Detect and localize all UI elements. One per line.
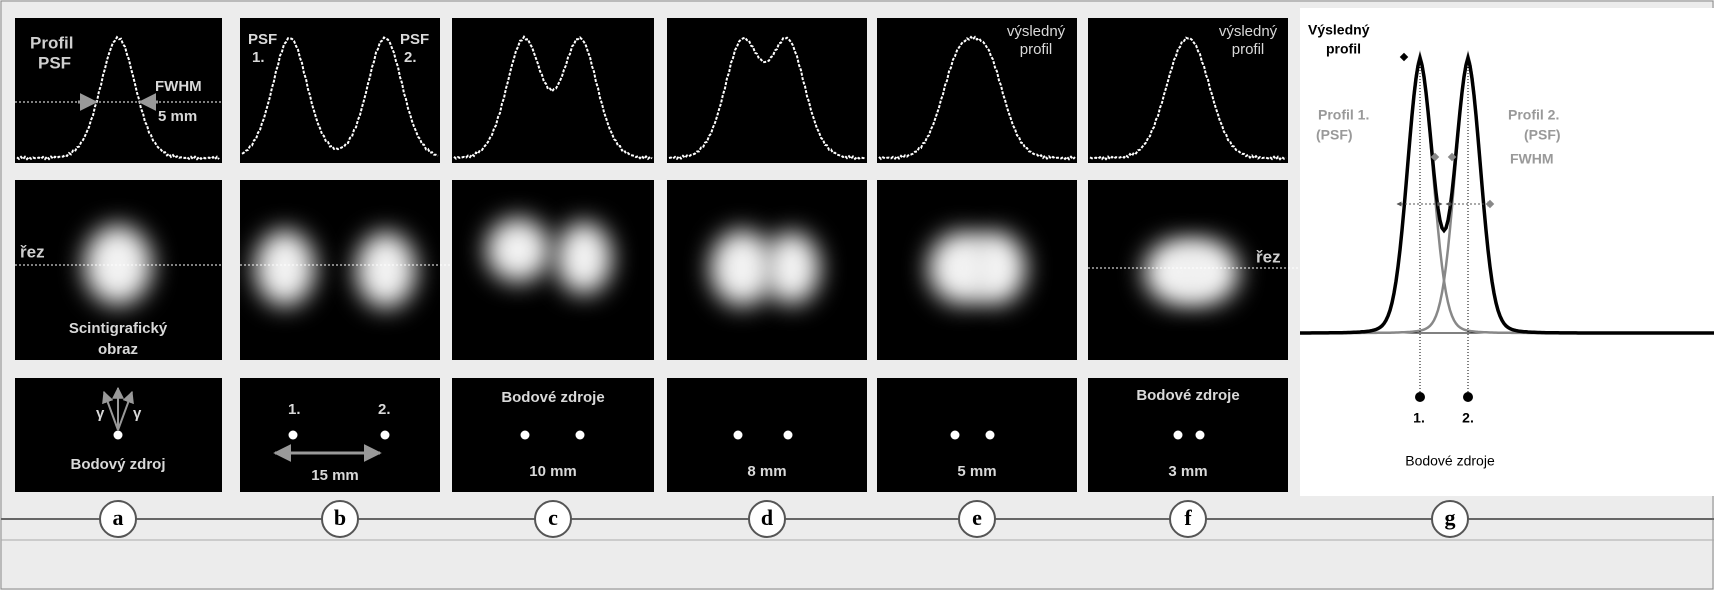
text: 3 mm: [1168, 463, 1207, 480]
text: 2.: [378, 401, 391, 418]
text: 2.: [404, 49, 417, 66]
point-source: [380, 430, 390, 440]
image-blob: [1171, 240, 1239, 304]
point-source: [288, 430, 298, 440]
text: Výsledný: [1308, 22, 1370, 38]
panel-label: d: [761, 505, 773, 530]
image-blob: [710, 230, 774, 306]
profile-curve: [453, 34, 653, 161]
panel-box: [1088, 18, 1288, 163]
profile-curve: [241, 36, 439, 157]
panel-box: [667, 18, 867, 163]
text: Bodové zdroje: [501, 389, 604, 406]
point-source: [1173, 430, 1183, 440]
point-source: [783, 430, 793, 440]
label-circle: [1169, 500, 1207, 538]
panel-box: [667, 378, 867, 492]
profile-curve: [16, 35, 220, 161]
text: (PSF): [1316, 127, 1353, 143]
panel-label: a: [113, 505, 124, 530]
gamma-arrow: [117, 390, 134, 431]
panel-label: c: [548, 505, 558, 530]
text: Bodové zdroje: [1136, 387, 1239, 404]
drawings: [15, 34, 1714, 462]
panel-label: b: [334, 505, 346, 530]
text: profil: [1020, 41, 1053, 58]
text: PSF: [248, 31, 277, 48]
image-blob: [255, 230, 315, 306]
panel-box: [240, 378, 440, 492]
text: Bodové zdroje: [1405, 453, 1495, 469]
point-source: [950, 430, 960, 440]
text: profil: [1326, 41, 1361, 57]
label-circle: [321, 500, 359, 538]
point-source: [733, 430, 743, 440]
profile-curve: [1089, 36, 1287, 161]
text: 1.: [288, 401, 301, 418]
text: profil: [1232, 41, 1265, 58]
panel-box: [452, 378, 654, 492]
text: 5 mm: [957, 463, 996, 480]
text: Scintigrafický: [69, 320, 168, 337]
label-circle: [958, 500, 996, 538]
point-source: [1195, 430, 1205, 440]
image-blob: [556, 222, 612, 294]
text: PSF: [400, 31, 429, 48]
text: obraz: [98, 341, 138, 358]
text: 1.: [1413, 410, 1425, 426]
panel-box: [1088, 378, 1288, 492]
text: Profil 2.: [1508, 107, 1559, 123]
text: 1.: [252, 49, 265, 66]
panel-g-bg: [1300, 8, 1714, 496]
profile-curve: [668, 36, 866, 161]
panel-label: g: [1445, 505, 1456, 530]
text: Profil: [30, 33, 73, 52]
text: 5 mm: [158, 108, 197, 125]
gamma-arrow: [102, 390, 119, 431]
text: 2.: [1462, 410, 1474, 426]
text: Bodový zdroj: [70, 456, 165, 473]
result-profile: [1300, 51, 1714, 335]
panel-box: [877, 378, 1077, 492]
panel-box: [15, 18, 222, 163]
text: 15 mm: [311, 467, 359, 484]
label-circle: [748, 500, 786, 538]
point-source: [1463, 392, 1473, 402]
panel-box: [452, 180, 654, 360]
label-circle: [1431, 500, 1469, 538]
text: FWHM: [1510, 151, 1554, 167]
point-source: [520, 430, 530, 440]
point-source: [575, 430, 585, 440]
panel-boxes: [15, 18, 1288, 492]
label-circle: [534, 500, 572, 538]
text: 10 mm: [529, 463, 577, 480]
panel-label: e: [972, 505, 982, 530]
profile-curve: [878, 35, 1076, 161]
label-circle: [99, 500, 137, 538]
text: Profil 1.: [1318, 107, 1369, 123]
point-source: [1415, 392, 1425, 402]
text: FWHM: [155, 78, 202, 95]
text: γ: [96, 405, 105, 422]
text: řez: [1256, 247, 1281, 266]
text: (PSF): [1524, 127, 1561, 143]
image-blob: [356, 232, 416, 308]
image-blob: [486, 218, 550, 282]
image-blob: [966, 232, 1026, 304]
image-blob: [84, 225, 152, 305]
text: řez: [20, 242, 45, 261]
text: výsledný: [1007, 23, 1066, 40]
text: PSF: [38, 53, 71, 72]
point-source: [985, 430, 995, 440]
panel-label: f: [1184, 505, 1192, 530]
text: výsledný: [1219, 23, 1278, 40]
text: γ: [133, 405, 142, 422]
panel-box: [240, 18, 440, 163]
image-blob: [764, 232, 820, 304]
panel-box: [877, 18, 1077, 163]
point-source: [113, 430, 123, 440]
panel-labels: a b c d e f g: [99, 500, 1469, 538]
text: 8 mm: [747, 463, 786, 480]
